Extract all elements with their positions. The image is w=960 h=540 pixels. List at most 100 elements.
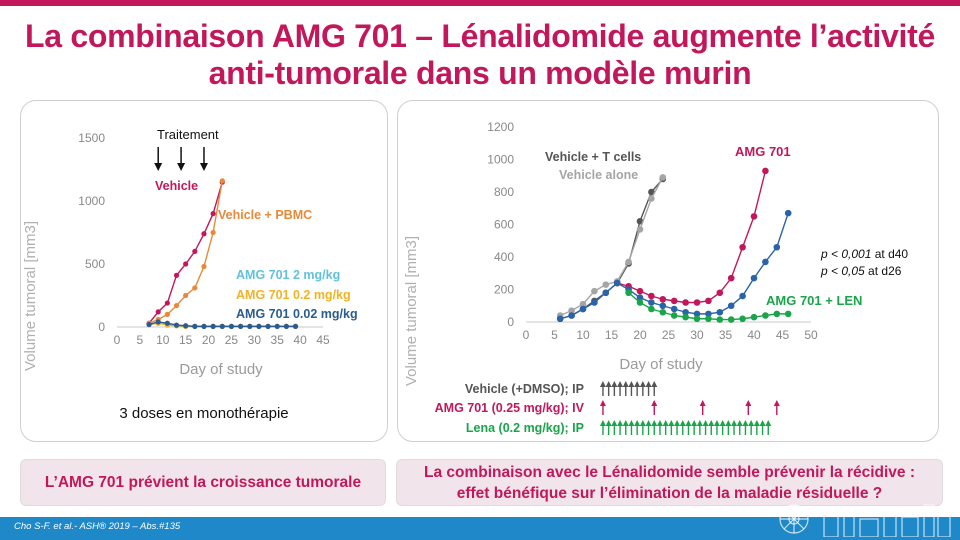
- footer-bar: Cho S-F. et al.- ASH® 2019 – Abs.#135: [0, 504, 960, 540]
- left-point-amg-701-0-02-mg-kg: [146, 321, 152, 328]
- left-point-amg-701-0-02-mg-kg: [283, 323, 289, 329]
- right-chart-panel: 0 5 10 15 20 25 30 35 40 45 50 0 200 400 600 800 1000 120…: [397, 100, 939, 442]
- right-point-amg-701-len: [716, 316, 724, 323]
- left-series-label-amg-701-0-2-mg-kg: AMG 701 0.2 mg/kg: [236, 288, 351, 302]
- right-point-amg-701: [716, 289, 724, 297]
- left-x-tick-label: 30: [248, 333, 262, 347]
- left-point-vehicle: [201, 231, 207, 237]
- dose-arrow-head-lena: [611, 420, 618, 426]
- left-x-tick-label: 35: [271, 333, 285, 347]
- left-point-vehicle: [164, 300, 170, 306]
- treatment-arrow-head: [199, 163, 208, 171]
- left-x-tick-label: 10: [156, 333, 170, 347]
- dose-arrow-head-lena: [713, 420, 720, 426]
- right-point-series: [568, 312, 575, 319]
- dose-arrow-head-lena: [702, 420, 709, 426]
- dose-arrow-head-lena: [628, 420, 635, 426]
- right-x-tick-label: 30: [690, 328, 704, 342]
- dose-arrow-head-lena: [753, 420, 760, 426]
- right-chart: 0 5 10 15 20 25 30 35 40 45 50 0 200 400 600 800 1000 120…: [403, 120, 908, 435]
- right-y-tick-label: 600: [494, 218, 514, 232]
- right-point-amg-701-len: [670, 312, 678, 319]
- right-y-tick-label: 800: [494, 185, 514, 199]
- right-point-series: [648, 299, 655, 306]
- left-x-tick-label: 20: [202, 333, 216, 347]
- stat-line-2: p < 0,05 at d26: [820, 264, 902, 278]
- treatment-label: Traitement: [157, 127, 219, 142]
- dose-arrow-head-vehicle: [645, 381, 652, 387]
- monotherapy-caption: 3 doses en monothérapie: [119, 405, 288, 422]
- right-point-amg-701-len: [762, 312, 769, 319]
- treatment-arrow-head: [177, 163, 186, 171]
- dose-arrow-head-lena: [668, 420, 675, 426]
- left-series-label-amg-701-0-02-mg-kg: AMG 701 0.02 mg/kg: [236, 307, 358, 321]
- conclusion-left: L’AMG 701 prévient la croissance tumoral…: [20, 459, 386, 506]
- right-point-series: [579, 305, 587, 313]
- dose-arrow-head-amg701: [599, 400, 606, 406]
- right-point-series: [773, 243, 781, 251]
- right-x-tick-label: 10: [576, 328, 590, 342]
- right-point-series: [705, 310, 712, 318]
- left-point-vehicle-pbmc: [192, 285, 198, 291]
- dose-arrow-head-lena: [759, 420, 766, 426]
- left-y-tick-label: 1000: [78, 194, 105, 208]
- dose-arrow-head-amg701: [773, 400, 780, 406]
- left-point-vehicle: [173, 272, 180, 278]
- dose-arrow-head-lena: [696, 420, 703, 426]
- right-point-series: [682, 308, 689, 316]
- right-point-amg-701: [762, 167, 769, 175]
- dose-arrow-head-lena: [645, 420, 652, 426]
- dose-arrow-head-lena: [651, 420, 658, 426]
- dose-arrow-head-lena: [725, 420, 732, 426]
- right-point-vehicle-t-cells: [648, 188, 655, 196]
- right-point-amg-701-len: [727, 316, 735, 323]
- right-y-tick-label: 400: [494, 250, 514, 264]
- dose-arrow-head-lena: [691, 420, 698, 426]
- dosing-schedule: Vehicle (+DMSO); IP AMG 701 (0.25 mg/kg);…: [435, 381, 780, 435]
- left-series-label-amg-701-2-mg-kg: AMG 701 2 mg/kg: [236, 268, 340, 282]
- left-point-amg-701-0-02-mg-kg: [210, 323, 216, 329]
- left-x-tick-label: 45: [316, 333, 330, 347]
- right-point-series: [602, 289, 610, 297]
- dose-arrow-head-lena: [617, 420, 624, 426]
- dose-arrow-head-amg701: [651, 400, 658, 406]
- right-point-series: [556, 315, 564, 323]
- right-point-amg-701-len: [739, 315, 746, 323]
- left-point-amg-701-0-02-mg-kg: [247, 323, 253, 329]
- left-point-amg-701-0-02-mg-kg: [201, 323, 207, 329]
- conclusion-right-line-2: effet bénéfique sur l’élimination de la …: [456, 484, 883, 502]
- right-axes: 0 5 10 15 20 25 30 35 40 45 50 0 200 400 600 800 1000 120…: [487, 120, 818, 342]
- conclusion-right-line-1: La combinaison avec le Lénalidomide semb…: [423, 463, 916, 481]
- dose-arrow-head-vehicle: [639, 381, 646, 387]
- right-point-vehicle-alone: [602, 281, 610, 288]
- treatment-arrow-head: [154, 163, 163, 171]
- left-point-vehicle: [210, 211, 216, 217]
- right-line-vehicle-t-cells: [560, 178, 664, 320]
- right-series-label-amg-701: AMG 701: [735, 144, 791, 159]
- right-point-series: [670, 305, 678, 313]
- right-point-amg-701: [636, 287, 644, 295]
- left-point-vehicle: [192, 248, 198, 254]
- right-point-series: [636, 294, 644, 301]
- left-point-amg-701-0-02-mg-kg: [238, 323, 244, 329]
- right-point-vehicle-alone: [636, 226, 644, 233]
- dose-arrow-head-lena: [662, 420, 669, 426]
- dose-arrow-head-vehicle: [599, 381, 606, 387]
- left-y-tick-label: 1500: [78, 131, 105, 145]
- right-point-vehicle-alone: [625, 258, 632, 266]
- dose-arrow-head-lena: [731, 420, 738, 426]
- right-x-tick-label: 20: [633, 328, 647, 342]
- dose-arrow-head-amg701: [745, 400, 752, 406]
- left-chart-marks: Vehicle Vehicle + PBMC AMG 701 2 mg/kg AMG …: [146, 178, 358, 329]
- left-point-vehicle: [183, 261, 189, 267]
- left-ylabel: Volume tumoral [mm3]: [22, 221, 39, 371]
- dose-arrow-head-lena: [674, 420, 681, 426]
- left-point-vehicle-pbmc: [219, 178, 225, 184]
- dose-arrow-head-lena: [685, 420, 692, 426]
- left-x-tick-label: 5: [137, 333, 144, 347]
- dose-arrow-head-vehicle: [634, 381, 641, 387]
- left-point-amg-701-0-02-mg-kg: [183, 323, 189, 329]
- left-point-amg-701-0-02-mg-kg: [228, 323, 235, 329]
- right-x-tick-label: 25: [662, 328, 676, 342]
